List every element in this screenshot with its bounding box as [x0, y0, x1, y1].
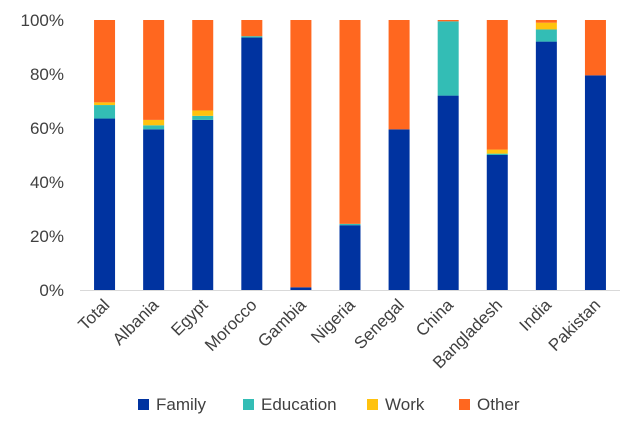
bar-segment-family-senegal: [388, 129, 410, 290]
bar-segment-education-nigeria: [339, 223, 361, 226]
y-tick-label: 0%: [39, 281, 64, 300]
bar-segment-family-total: [94, 118, 116, 290]
bar-segment-work-albania: [143, 119, 165, 126]
bar-segment-other-morocco: [241, 20, 263, 37]
bar-segment-other-gambia: [290, 20, 312, 288]
bar-segment-other-china: [437, 20, 459, 22]
bar-segment-other-senegal: [388, 20, 410, 130]
bar-segment-other-bangladesh: [486, 20, 508, 150]
legend-label-family: Family: [156, 395, 207, 414]
x-tick-label: Gambia: [254, 295, 310, 351]
bar-segment-family-morocco: [241, 37, 263, 290]
legend-label-education: Education: [261, 395, 337, 414]
bar-segment-family-egypt: [192, 119, 214, 291]
bar-segment-other-nigeria: [339, 20, 361, 224]
legend-label-work: Work: [385, 395, 425, 414]
bar-segment-education-morocco: [241, 36, 263, 38]
bar-segment-family-nigeria: [339, 225, 361, 290]
bar-segment-family-albania: [143, 129, 165, 290]
y-tick-label: 60%: [30, 119, 64, 138]
x-tick-label: Albania: [109, 295, 163, 349]
y-tick-label: 80%: [30, 65, 64, 84]
bars: [94, 20, 606, 291]
bar-segment-family-bangladesh: [486, 155, 508, 290]
x-tick-label: Total: [75, 295, 114, 334]
bar-segment-education-egypt: [192, 115, 214, 120]
y-axis-ticks: 0% 20% 40% 60% 80% 100%: [21, 11, 64, 300]
legend-swatch-work: [367, 399, 378, 410]
bar-segment-education-total: [94, 105, 116, 119]
x-tick-label: Morocco: [201, 295, 261, 355]
bar-segment-family-india: [535, 41, 557, 290]
bar-segment-education-albania: [143, 125, 165, 130]
legend-label-other: Other: [477, 395, 520, 414]
x-tick-label: Senegal: [350, 295, 408, 353]
bar-segment-other-total: [94, 20, 116, 103]
bar-segment-work-egypt: [192, 110, 214, 116]
legend-swatch-education: [243, 399, 254, 410]
bar-segment-other-albania: [143, 20, 165, 120]
bar-segment-other-egypt: [192, 20, 214, 111]
bar-segment-other-india: [535, 20, 557, 23]
y-tick-label: 100%: [21, 11, 64, 30]
bar-segment-education-india: [535, 29, 557, 42]
y-tick-label: 20%: [30, 227, 64, 246]
x-tick-label: Egypt: [167, 295, 211, 339]
bar-segment-family-pakistan: [584, 75, 606, 290]
legend-swatch-other: [459, 399, 470, 410]
x-tick-label: Pakistan: [545, 295, 605, 355]
bar-segment-other-pakistan: [584, 20, 606, 76]
bar-segment-work-bangladesh: [486, 149, 508, 154]
bar-segment-work-india: [535, 22, 557, 30]
bar-segment-family-gambia: [290, 287, 312, 290]
x-tick-label: China: [412, 295, 457, 340]
legend: Family Education Work Other: [138, 395, 520, 414]
y-tick-label: 40%: [30, 173, 64, 192]
x-tick-label: India: [516, 295, 556, 335]
bar-segment-family-china: [437, 95, 459, 290]
bar-segment-work-total: [94, 102, 116, 106]
bar-segment-education-bangladesh: [486, 153, 508, 155]
legend-swatch-family: [138, 399, 149, 410]
bar-segment-education-china: [437, 21, 459, 96]
